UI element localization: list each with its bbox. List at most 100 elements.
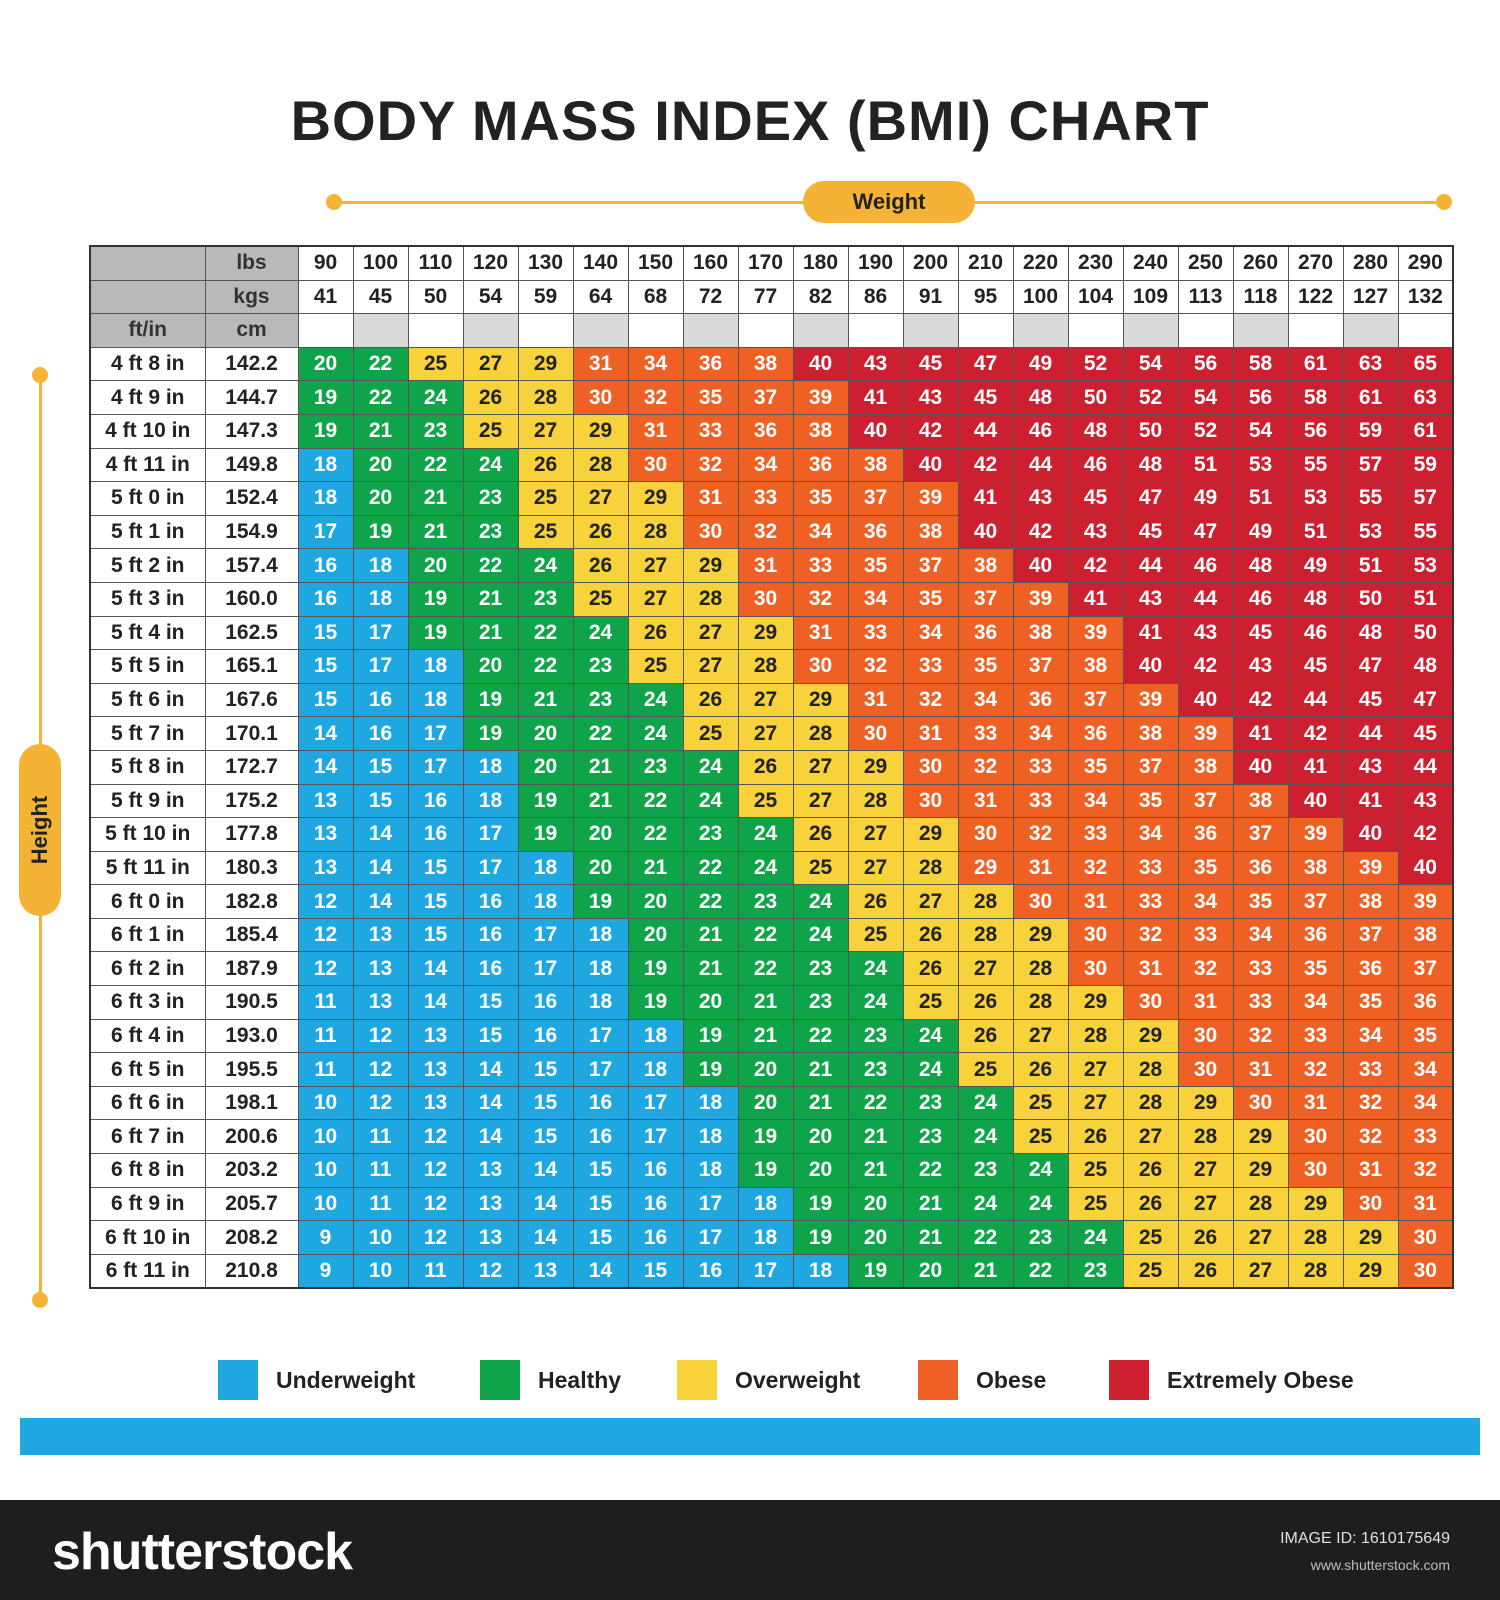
bmi-cell: 55 bbox=[1342, 481, 1399, 516]
bmi-cell: 42 bbox=[902, 413, 959, 449]
bmi-cell: 42 bbox=[1397, 817, 1454, 852]
height-ftin-cell: 6 ft 8 in bbox=[89, 1153, 206, 1188]
bmi-cell: 15 bbox=[517, 1085, 574, 1121]
bmi-cell: 26 bbox=[462, 380, 519, 415]
bmi-cell: 21 bbox=[847, 1119, 904, 1155]
bmi-cell: 34 bbox=[847, 581, 904, 617]
bmi-cell: 10 bbox=[297, 1186, 354, 1222]
weight-kgs-cell: 122 bbox=[1287, 279, 1344, 315]
bmi-cell: 28 bbox=[902, 850, 959, 886]
bmi-cell: 25 bbox=[462, 413, 519, 449]
bmi-cell: 34 bbox=[957, 682, 1014, 718]
bmi-cell: 30 bbox=[1122, 985, 1179, 1020]
bmi-cell: 39 bbox=[1122, 682, 1179, 718]
bmi-cell: 37 bbox=[1342, 917, 1399, 953]
bmi-cell: 26 bbox=[572, 514, 629, 550]
bmi-cell: 61 bbox=[1287, 346, 1344, 382]
height-cm-cell: 205.7 bbox=[204, 1186, 299, 1222]
bmi-cell: 49 bbox=[1177, 481, 1234, 516]
bmi-cell: 19 bbox=[627, 985, 684, 1020]
bmi-cell: 20 bbox=[407, 548, 464, 583]
table-row: 5 ft 7 in 170.1 14 16 17 19 20 22 24 25 27 28 30 31 33… bbox=[89, 716, 1454, 751]
bmi-cell: 18 bbox=[627, 1052, 684, 1087]
bmi-cell: 23 bbox=[462, 481, 519, 516]
bmi-cell: 47 bbox=[1342, 649, 1399, 684]
bmi-cell: 16 bbox=[627, 1153, 684, 1188]
bmi-cell: 28 bbox=[627, 514, 684, 550]
bmi-cell: 19 bbox=[627, 951, 684, 987]
bmi-cell: 52 bbox=[1122, 380, 1179, 415]
bmi-cell: 18 bbox=[407, 649, 464, 684]
height-ftin-cell: 6 ft 3 in bbox=[89, 985, 206, 1020]
height-cm-cell: 185.4 bbox=[204, 917, 299, 953]
height-ftin-cell: 5 ft 7 in bbox=[89, 716, 206, 751]
bmi-cell: 48 bbox=[1012, 380, 1069, 415]
bmi-cell: 29 bbox=[1012, 917, 1069, 953]
header-spacer-cell bbox=[737, 313, 794, 348]
height-cm-cell: 198.1 bbox=[204, 1085, 299, 1121]
bmi-cell: 14 bbox=[517, 1220, 574, 1255]
bmi-cell: 29 bbox=[737, 615, 794, 651]
bmi-cell: 18 bbox=[682, 1085, 739, 1121]
bmi-cell: 27 bbox=[1067, 1085, 1124, 1121]
bmi-cell: 21 bbox=[407, 481, 464, 516]
bmi-cell: 17 bbox=[517, 917, 574, 953]
header-spacer-cell bbox=[1232, 313, 1289, 348]
header-spacer-cell bbox=[792, 313, 849, 348]
bmi-cell: 14 bbox=[407, 985, 464, 1020]
weight-lbs-cell: 180 bbox=[792, 245, 849, 281]
bmi-cell: 35 bbox=[1067, 749, 1124, 785]
height-ftin-cell: 4 ft 8 in bbox=[89, 346, 206, 382]
bmi-cell: 34 bbox=[1122, 817, 1179, 852]
header-spacer-cell bbox=[957, 313, 1014, 348]
bmi-table: lbs 90 100 110 120 130 140 150 160 170 180 190 200 21… bbox=[89, 245, 1454, 1290]
bmi-cell: 35 bbox=[682, 380, 739, 415]
height-ftin-cell: 6 ft 6 in bbox=[89, 1085, 206, 1121]
weight-lbs-cell: 100 bbox=[352, 245, 409, 281]
bmi-cell: 21 bbox=[462, 615, 519, 651]
bmi-cell: 21 bbox=[682, 917, 739, 953]
bmi-cell: 14 bbox=[462, 1052, 519, 1087]
bmi-cell: 13 bbox=[352, 985, 409, 1020]
bmi-cell: 48 bbox=[1342, 615, 1399, 651]
bmi-cell: 21 bbox=[352, 413, 409, 449]
bmi-cell: 13 bbox=[297, 850, 354, 886]
bmi-cell: 35 bbox=[847, 548, 904, 583]
bmi-cell: 16 bbox=[627, 1220, 684, 1255]
bmi-cell: 44 bbox=[1397, 749, 1454, 785]
header-spacer-cell bbox=[517, 313, 574, 348]
height-ftin-cell: 4 ft 9 in bbox=[89, 380, 206, 415]
bmi-cell: 24 bbox=[1012, 1153, 1069, 1188]
weight-kgs-cell: 91 bbox=[902, 279, 959, 315]
bmi-cell: 33 bbox=[792, 548, 849, 583]
height-ftin-cell: 5 ft 10 in bbox=[89, 817, 206, 852]
bmi-cell: 12 bbox=[352, 1018, 409, 1054]
weight-lbs-cell: 290 bbox=[1397, 245, 1454, 281]
bmi-cell: 34 bbox=[1397, 1052, 1454, 1087]
bmi-cell: 34 bbox=[1287, 985, 1344, 1020]
bmi-cell: 31 bbox=[847, 682, 904, 718]
header-spacer-cell bbox=[1342, 313, 1399, 348]
bmi-cell: 25 bbox=[627, 649, 684, 684]
legend-swatch bbox=[677, 1360, 717, 1400]
table-row: 5 ft 11 in 180.3 13 14 15 17 18 20 21 22 24 25 27 28 2… bbox=[89, 850, 1454, 886]
bmi-cell: 40 bbox=[1232, 749, 1289, 785]
bmi-cell: 38 bbox=[1232, 783, 1289, 819]
height-ftin-cell: 5 ft 9 in bbox=[89, 783, 206, 819]
weight-kgs-cell: 100 bbox=[1012, 279, 1069, 315]
bmi-cell: 21 bbox=[572, 783, 629, 819]
weight-kgs-cell: 68 bbox=[627, 279, 684, 315]
bmi-cell: 17 bbox=[462, 850, 519, 886]
bmi-cell: 32 bbox=[1177, 951, 1234, 987]
bmi-cell: 17 bbox=[627, 1119, 684, 1155]
bmi-cell: 18 bbox=[352, 581, 409, 617]
bmi-cell: 63 bbox=[1397, 380, 1454, 415]
bmi-cell: 27 bbox=[682, 615, 739, 651]
weight-lbs-cell: 140 bbox=[572, 245, 629, 281]
bmi-cell: 47 bbox=[1397, 682, 1454, 718]
bmi-cell: 37 bbox=[1232, 817, 1289, 852]
bmi-cell: 56 bbox=[1232, 380, 1289, 415]
header-spacer-cell bbox=[352, 313, 409, 348]
header-row-kgs: kgs 41 45 50 54 59 64 68 72 77 82 86 91 95 100 104 109 11… bbox=[89, 279, 1454, 315]
bmi-cell: 20 bbox=[847, 1220, 904, 1255]
